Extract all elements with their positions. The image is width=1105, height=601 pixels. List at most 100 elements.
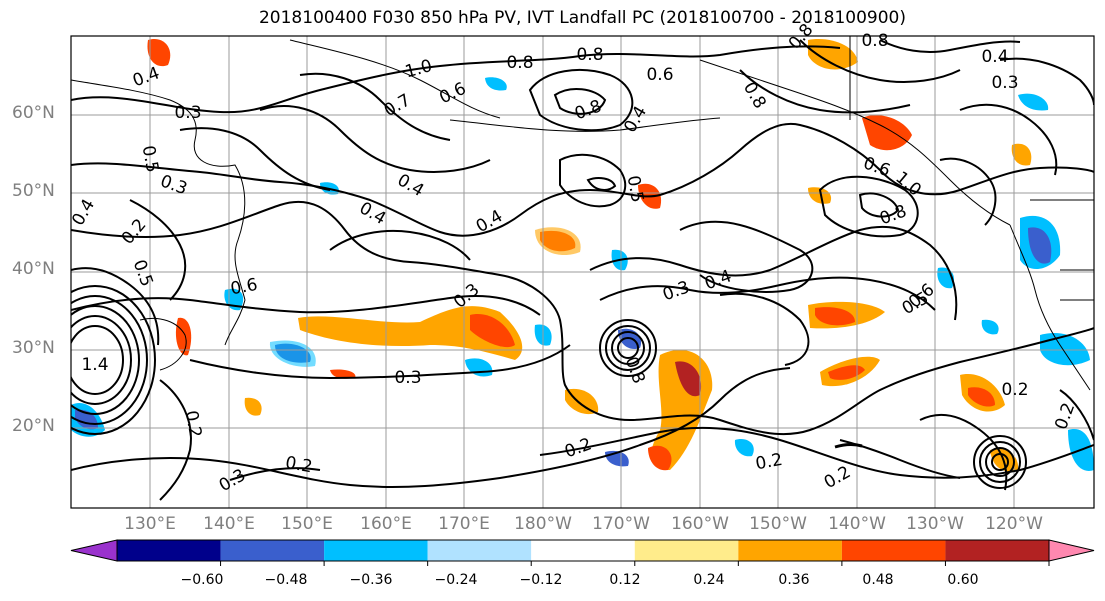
pv-fill-negative bbox=[465, 358, 493, 377]
cyclone-contour bbox=[599, 319, 657, 377]
contour-line bbox=[71, 200, 1094, 436]
contour-label: 0.2 bbox=[754, 450, 784, 474]
contour-label: 1.4 bbox=[81, 355, 108, 375]
cyclone-contour bbox=[973, 435, 1027, 489]
map-title: 2018100400 F030 850 hPa PV, IVT Landfall… bbox=[258, 8, 906, 28]
colorbar bbox=[70, 539, 1095, 566]
contour-label: 0.5 bbox=[623, 174, 647, 204]
contour-label: 0.4 bbox=[68, 196, 99, 229]
contour-line bbox=[259, 105, 491, 173]
pv-fill-negative bbox=[485, 77, 507, 91]
colorbar-segment bbox=[427, 540, 532, 561]
colorbar-segment bbox=[634, 540, 739, 561]
contour-line bbox=[179, 127, 331, 191]
contour-line bbox=[799, 39, 961, 83]
pv-fill-positive bbox=[565, 388, 599, 415]
pv-fill-positive bbox=[298, 306, 523, 360]
cyclone-contour bbox=[611, 331, 645, 365]
contour-label: 0.3 bbox=[158, 171, 190, 199]
colorbar-frame bbox=[116, 539, 1050, 562]
contour-line bbox=[71, 122, 1094, 237]
contour-line bbox=[299, 72, 451, 141]
contour-label: 0.5 bbox=[129, 257, 157, 289]
colorbar-segment bbox=[117, 540, 221, 561]
contour-label: 0.2 bbox=[821, 462, 854, 493]
contour-line bbox=[159, 379, 192, 501]
contour-line bbox=[586, 177, 617, 191]
pv-fill-positive bbox=[175, 317, 192, 356]
colorbar-tick-label: −0.12 bbox=[519, 572, 563, 588]
coastline bbox=[224, 299, 246, 346]
pv-fill-positive bbox=[330, 369, 356, 379]
contour-line bbox=[559, 153, 627, 208]
contour-line bbox=[71, 45, 841, 114]
colorbar-segment bbox=[220, 540, 325, 561]
ivt-contours bbox=[71, 39, 1094, 501]
contour-line bbox=[834, 443, 863, 449]
contour-label: 1.0 bbox=[891, 168, 925, 201]
pv-fill-positive bbox=[862, 115, 912, 151]
contour-line bbox=[129, 199, 187, 301]
contour-line bbox=[1059, 389, 1094, 441]
coastline bbox=[1060, 269, 1094, 301]
cyclone-contour bbox=[617, 337, 639, 359]
colorbar-tick-label: −0.48 bbox=[264, 572, 308, 588]
contour-line bbox=[999, 57, 1094, 106]
colorbar-tick-label: 0.12 bbox=[609, 572, 641, 588]
contour-label: 0.4 bbox=[473, 206, 506, 237]
lon-label: 170°W bbox=[592, 514, 650, 534]
colorbar-tick-label: −0.60 bbox=[180, 572, 224, 588]
coastline bbox=[1009, 224, 1091, 391]
colorbar-tick-label: 0.24 bbox=[693, 572, 725, 588]
contour-line bbox=[539, 426, 1094, 479]
lon-label: 160°W bbox=[671, 514, 729, 534]
contour-label: 0.8 bbox=[572, 96, 604, 124]
pv-fill-positive bbox=[147, 39, 171, 67]
contour-label: 0.6 bbox=[646, 65, 673, 85]
lon-label: 130°W bbox=[906, 514, 964, 534]
pv-fill-positive bbox=[648, 445, 672, 471]
contour-line bbox=[739, 69, 911, 114]
cyclone-contour bbox=[979, 441, 1021, 483]
contour-label: 1.0 bbox=[403, 56, 434, 82]
colorbar-segment bbox=[841, 540, 946, 561]
coastline bbox=[289, 39, 501, 119]
pv-fill-negative bbox=[981, 319, 999, 335]
pv-fill-negative bbox=[1028, 227, 1052, 264]
colorbar-segment bbox=[945, 540, 1049, 561]
colorbar-segment bbox=[531, 540, 635, 561]
contour-label: 0.3 bbox=[394, 368, 421, 388]
pv-fill-positive bbox=[1011, 143, 1032, 166]
contour-label: 0.2 bbox=[562, 434, 594, 462]
colorbar-segment bbox=[738, 540, 842, 561]
pv-fill-negative bbox=[1040, 332, 1090, 366]
contour-line bbox=[189, 344, 571, 380]
pv-fill-positive bbox=[968, 387, 995, 407]
lat-label: 50°N bbox=[12, 181, 55, 201]
lon-label: 140°E bbox=[203, 514, 255, 534]
lon-label: 150°W bbox=[749, 514, 807, 534]
lon-label: 160°E bbox=[360, 514, 412, 534]
contour-label: 0.4 bbox=[356, 198, 389, 229]
colorbar-tick-label: 0.48 bbox=[862, 572, 894, 588]
contour-label: 0.4 bbox=[981, 47, 1008, 67]
contour-line bbox=[553, 88, 607, 115]
contour-label: 0.2 bbox=[1001, 380, 1028, 400]
contour-labels: 0.4 0.3 0.5 0.3 0.4 0.2 0.5 0.6 1.4 0.2 0.3 0.2 1.0 0… bbox=[68, 20, 1079, 496]
contour-line bbox=[879, 39, 1021, 53]
contour-label: 0.3 bbox=[991, 73, 1018, 93]
contour-line bbox=[589, 225, 958, 321]
contour-line bbox=[959, 103, 1058, 176]
contour-label: 0.8 bbox=[506, 53, 533, 73]
lon-label: 120°W bbox=[985, 514, 1043, 534]
lat-label: 40°N bbox=[12, 259, 55, 279]
contour-line bbox=[919, 413, 1008, 491]
cyclone-contour bbox=[991, 453, 1009, 471]
contour-line bbox=[719, 292, 810, 366]
contour-label: 0.3 bbox=[216, 465, 249, 496]
coastlines bbox=[71, 36, 1094, 391]
plot-frame bbox=[70, 35, 1095, 509]
pv-fill-positive bbox=[244, 397, 262, 416]
cyclone-contour bbox=[71, 315, 132, 405]
contour-line bbox=[599, 276, 936, 311]
